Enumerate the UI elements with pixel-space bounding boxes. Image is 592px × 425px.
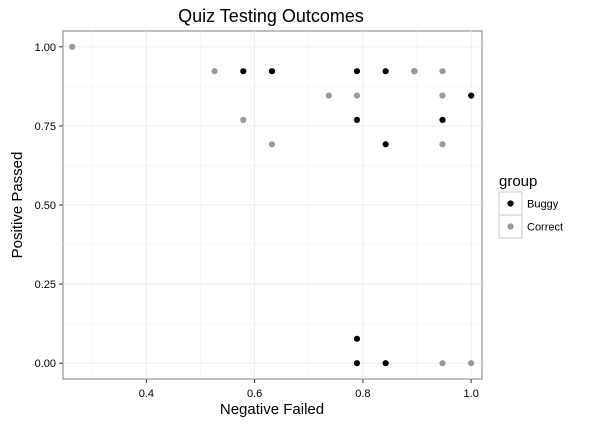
x-axis-title: Negative Failed (220, 401, 324, 418)
legend-label-buggy: Buggy (527, 199, 559, 211)
y-tick-label: 0.00 (35, 358, 56, 370)
grid-minor (63, 31, 482, 379)
point-correct (439, 92, 446, 99)
legend-marker-buggy (507, 200, 514, 207)
point-correct (325, 92, 332, 99)
x-tick-label: 0.8 (355, 388, 370, 400)
point-buggy (353, 335, 361, 342)
point-buggy (353, 116, 361, 123)
point-buggy (382, 360, 389, 367)
y-tick-label: 0.25 (35, 279, 56, 291)
point-correct (69, 43, 76, 50)
point-correct (268, 141, 276, 148)
point-buggy (382, 68, 389, 75)
legend-title: group (499, 173, 537, 190)
point-correct (439, 141, 446, 148)
grid-major (63, 31, 482, 379)
point-buggy (353, 360, 361, 367)
y-tick-label: 1.00 (35, 42, 56, 54)
point-buggy (268, 68, 276, 75)
legend: group Buggy Correct (498, 173, 563, 239)
point-correct (411, 68, 418, 75)
point-buggy (353, 68, 361, 75)
point-buggy (439, 116, 446, 123)
point-correct (211, 68, 218, 75)
legend-marker-correct (507, 223, 514, 230)
y-tick-label: 0.50 (35, 200, 56, 212)
data-points (69, 43, 475, 367)
legend-label-correct: Correct (527, 222, 563, 234)
chart-title: Quiz Testing Outcomes (178, 6, 364, 26)
point-correct (240, 116, 247, 123)
point-correct (439, 68, 446, 75)
x-axis: 0.4 0.6 0.8 1.0 (139, 379, 479, 400)
y-axis-title: Positive Passed (9, 152, 26, 259)
point-buggy (240, 68, 247, 75)
point-correct (468, 360, 475, 367)
point-buggy (468, 92, 475, 99)
x-tick-label: 0.4 (139, 388, 154, 400)
x-tick-label: 0.6 (247, 388, 262, 400)
point-correct (353, 92, 361, 99)
point-buggy (382, 141, 389, 148)
y-tick-label: 0.75 (35, 121, 56, 133)
point-correct (439, 360, 446, 367)
x-tick-label: 1.0 (464, 388, 479, 400)
y-axis: 0.00 0.25 0.50 0.75 1.00 (35, 42, 63, 370)
